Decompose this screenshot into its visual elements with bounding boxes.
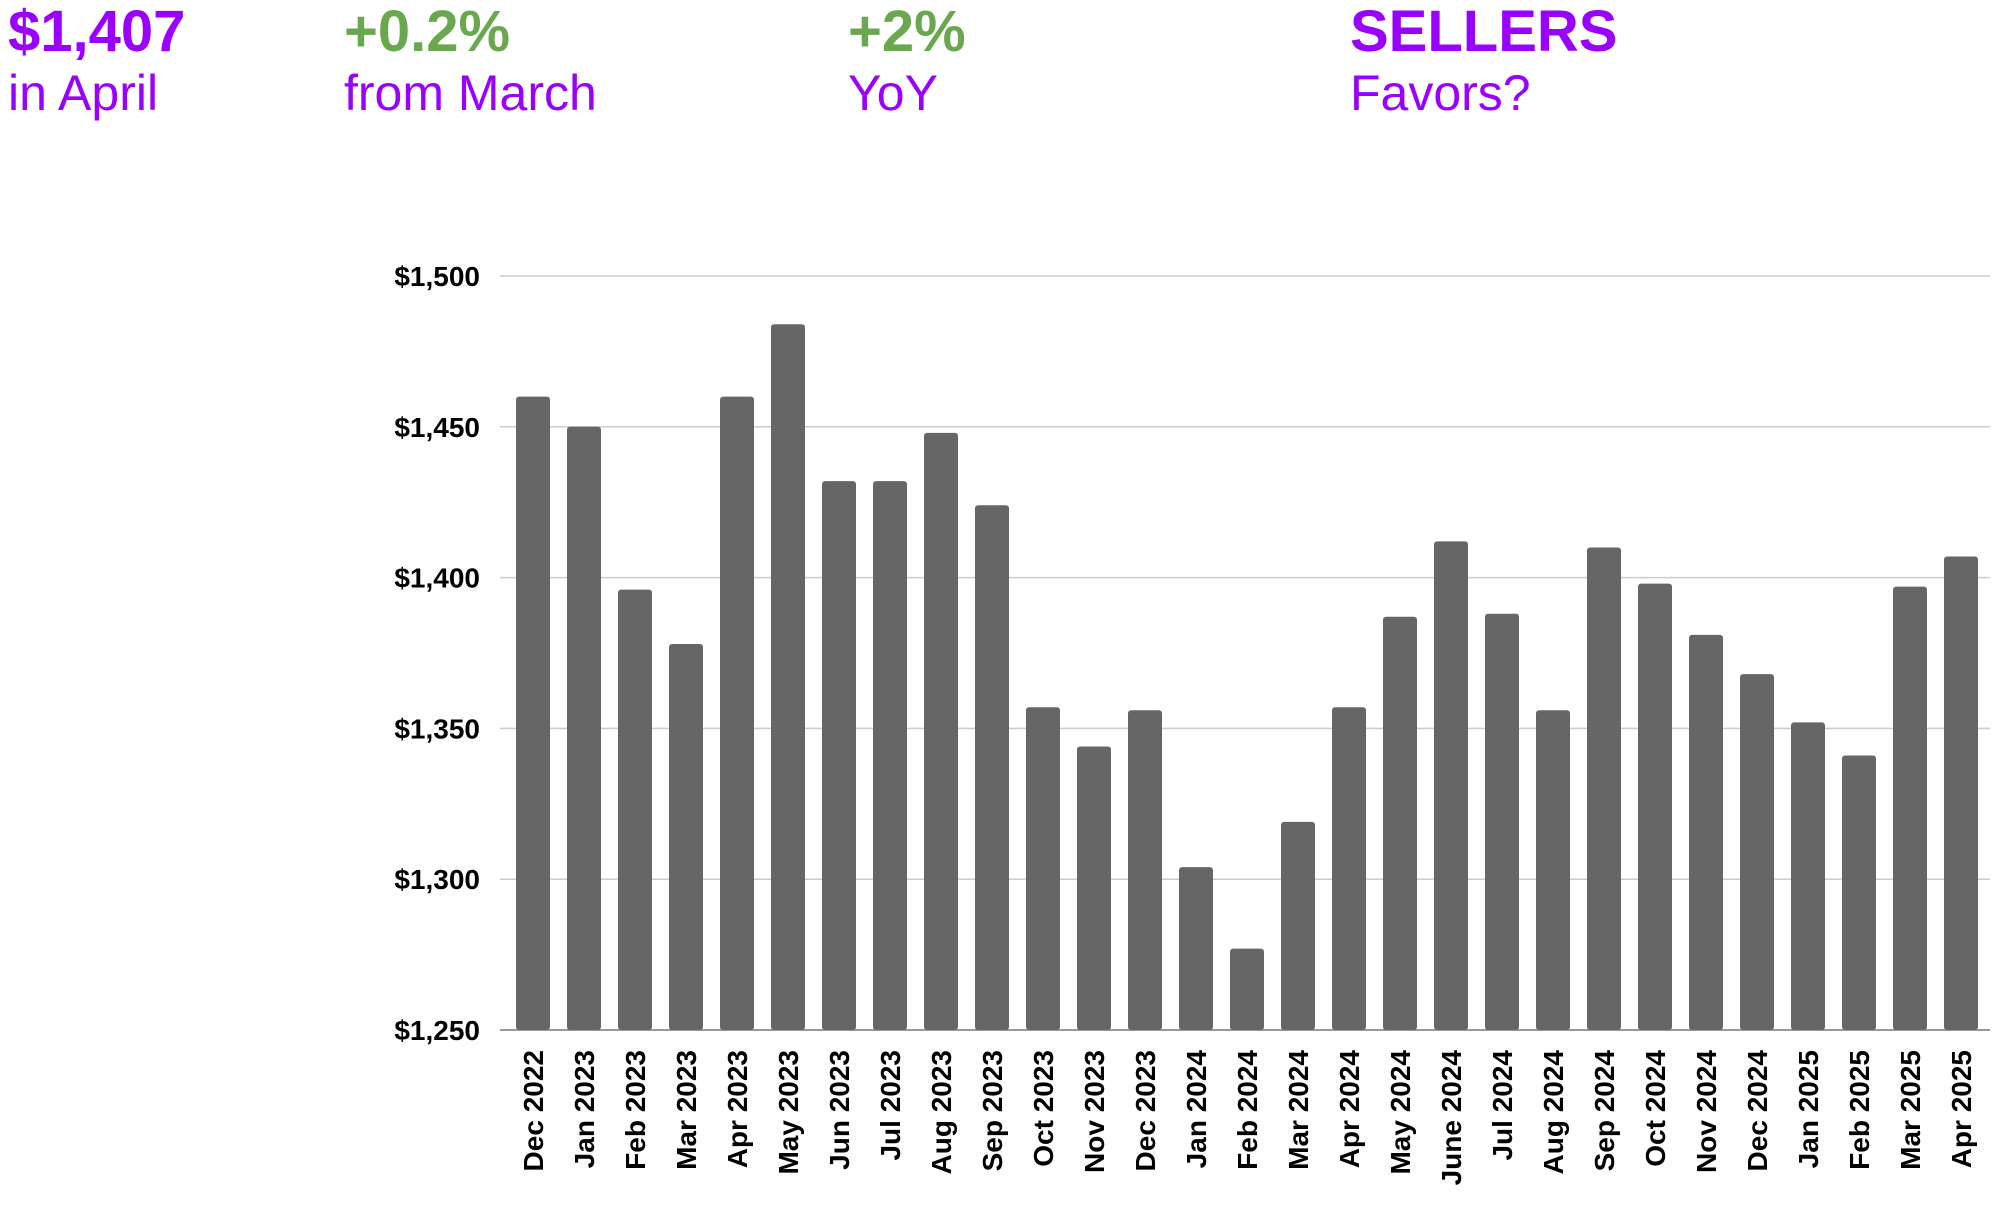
x-tick-label: Oct 2023 (1028, 1050, 1059, 1167)
bar (1128, 710, 1162, 1030)
x-tick-label: Oct 2024 (1640, 1050, 1671, 1167)
x-tick-label: May 2023 (773, 1050, 804, 1175)
x-tick-label: May 2024 (1385, 1050, 1416, 1175)
bar (1383, 616, 1417, 1030)
x-tick-label: Dec 2022 (518, 1050, 549, 1171)
bar (1791, 722, 1825, 1030)
bar (1077, 746, 1111, 1030)
y-tick-label: $1,400 (394, 563, 480, 594)
x-tick-label: Nov 2023 (1079, 1050, 1110, 1173)
stat-average-price: $1,407 in April (8, 0, 185, 122)
stat-label: Favors? (1350, 65, 1531, 121)
bar (1485, 613, 1519, 1030)
x-tick-label: Feb 2023 (620, 1050, 651, 1170)
y-tick-label: $1,450 (394, 412, 480, 443)
bar (1179, 867, 1213, 1030)
x-tick-label: Sep 2024 (1589, 1050, 1620, 1172)
x-axis-tick-labels: Dec 2022 Jan 2023 Feb 2023 Mar 2023 Apr 2023… (518, 1050, 1977, 1186)
y-tick-label: $1,500 (394, 261, 480, 292)
bar (669, 643, 703, 1030)
x-tick-label: Jun 2023 (824, 1050, 855, 1170)
stat-label: in April (8, 65, 159, 121)
x-tick-label: Mar 2023 (671, 1050, 702, 1170)
stat-value: $1,407 (8, 0, 186, 64)
x-tick-label: Dec 2024 (1742, 1050, 1773, 1172)
bar (873, 481, 907, 1030)
bar (975, 505, 1009, 1030)
x-tick-label: Jul 2023 (875, 1050, 906, 1161)
x-tick-label: Aug 2023 (926, 1050, 957, 1175)
bar (924, 432, 958, 1030)
stat-label: from March (344, 65, 597, 121)
stat-label: YoY (848, 65, 938, 121)
x-tick-label: Jan 2023 (569, 1050, 600, 1168)
stat-value: SELLERS (1350, 0, 1618, 64)
x-tick-label: Apr 2023 (722, 1050, 753, 1168)
bar (1689, 634, 1723, 1030)
x-tick-label: Feb 2025 (1844, 1050, 1875, 1170)
bar (1944, 556, 1978, 1030)
bar (1281, 821, 1315, 1030)
bar (1230, 948, 1264, 1030)
bar (1842, 755, 1876, 1030)
bar (822, 481, 856, 1030)
stat-market-favors: SELLERS Favors? (1350, 0, 1618, 122)
bar (618, 589, 652, 1030)
x-tick-label: Apr 2024 (1334, 1050, 1365, 1169)
bar (567, 426, 601, 1030)
bar (1893, 586, 1927, 1030)
x-tick-label: Jan 2025 (1793, 1050, 1824, 1168)
bar (1434, 541, 1468, 1030)
y-tick-label: $1,350 (394, 713, 480, 744)
x-tick-label: Dec 2023 (1130, 1050, 1161, 1171)
bar (1587, 547, 1621, 1030)
x-tick-label: Aug 2024 (1538, 1050, 1569, 1175)
stat-value: +2% (848, 0, 966, 64)
bar (1332, 707, 1366, 1030)
y-axis-tick-labels: $1,500 $1,450 $1,400 $1,350 $1,300 $1,250 (394, 261, 480, 1046)
x-tick-label: Apr 2025 (1946, 1050, 1977, 1168)
x-tick-label: Mar 2024 (1283, 1050, 1314, 1170)
bar (1536, 710, 1570, 1030)
x-tick-label: Feb 2024 (1232, 1050, 1263, 1170)
bar (1740, 674, 1774, 1030)
x-tick-label: Mar 2025 (1895, 1050, 1926, 1170)
bars (516, 324, 1978, 1031)
stat-value: +0.2% (344, 0, 511, 64)
x-tick-label: Nov 2024 (1691, 1050, 1722, 1173)
bar (1638, 583, 1672, 1030)
bar (516, 396, 550, 1030)
x-tick-label: Jul 2024 (1487, 1050, 1518, 1161)
y-tick-label: $1,300 (394, 864, 480, 895)
y-tick-label: $1,250 (394, 1015, 480, 1046)
bar (720, 396, 754, 1030)
stat-yoy-change: +2% YoY (848, 0, 966, 122)
x-tick-label: June 2024 (1436, 1050, 1467, 1186)
stat-monthly-change: +0.2% from March (344, 0, 597, 122)
x-tick-label: Jan 2024 (1181, 1050, 1212, 1169)
bar (1026, 707, 1060, 1030)
bar (771, 324, 805, 1031)
x-tick-label: Sep 2023 (977, 1050, 1008, 1171)
